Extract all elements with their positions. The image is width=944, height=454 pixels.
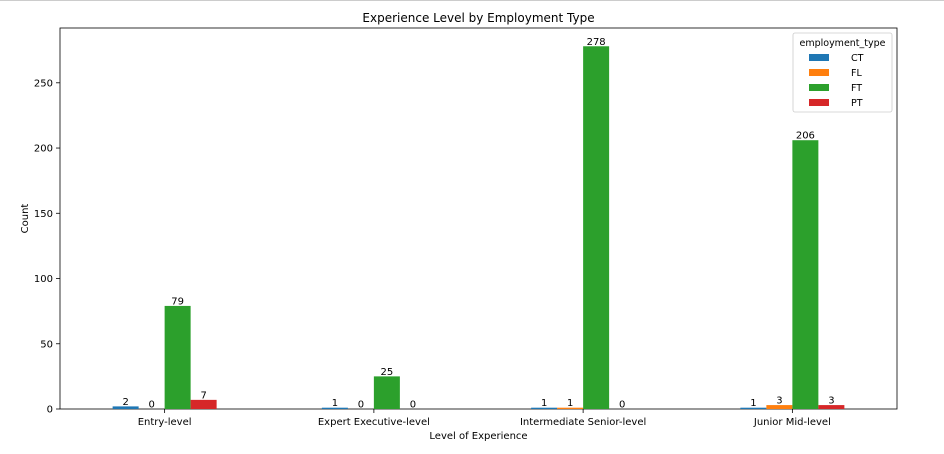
bar-ct xyxy=(112,406,139,409)
data-label: 1 xyxy=(750,398,756,409)
x-axis-label: Level of Experience xyxy=(429,431,527,442)
data-label: 1 xyxy=(567,398,573,409)
data-label: 25 xyxy=(381,367,394,378)
y-tick-label: 250 xyxy=(34,78,53,89)
bar-pt xyxy=(818,405,845,409)
data-label: 7 xyxy=(200,390,206,401)
y-tick-label: 150 xyxy=(34,209,53,220)
legend-swatch-ct xyxy=(809,54,829,61)
legend-swatch-ft xyxy=(809,84,829,91)
data-label: 2 xyxy=(122,397,128,408)
y-tick-label: 100 xyxy=(34,274,53,285)
legend-label-fl: FL xyxy=(851,68,862,79)
data-label: 0 xyxy=(619,400,625,411)
data-label: 206 xyxy=(796,131,815,142)
legend-swatch-fl xyxy=(809,69,829,76)
chart-title: Experience Level by Employment Type xyxy=(362,11,594,25)
data-label: 0 xyxy=(148,400,154,411)
bar-ft xyxy=(583,46,610,410)
bar-pt xyxy=(190,399,217,409)
x-tick-label: Junior Mid-level xyxy=(753,417,831,428)
legend: employment_type CT FL FT PT xyxy=(792,32,893,113)
data-label: 278 xyxy=(587,37,606,48)
data-label: 0 xyxy=(358,400,364,411)
bar-ct xyxy=(531,407,558,409)
data-label: 0 xyxy=(410,400,416,411)
bar-ft xyxy=(373,376,400,409)
legend-box xyxy=(792,32,893,113)
x-tick-label: Intermediate Senior-level xyxy=(520,417,646,428)
legend-label-ct: CT xyxy=(851,53,864,64)
bar-ct xyxy=(321,407,348,409)
y-tick-label: 200 xyxy=(34,144,53,155)
bar-ft xyxy=(792,140,819,409)
x-tick-label: Entry-level xyxy=(138,417,192,428)
data-label: 1 xyxy=(332,398,338,409)
bar-ft xyxy=(164,305,191,409)
data-label: 79 xyxy=(171,296,184,307)
legend-swatch-pt xyxy=(809,99,829,106)
bar-ct xyxy=(740,407,767,409)
legend-label-pt: PT xyxy=(851,98,863,109)
bar-fl xyxy=(766,405,793,409)
legend-label-ft: FT xyxy=(851,83,862,94)
data-label: 1 xyxy=(541,398,547,409)
data-label: 3 xyxy=(828,396,834,407)
plot-frame xyxy=(59,27,898,410)
legend-title: employment_type xyxy=(799,38,885,49)
data-label: 3 xyxy=(776,396,782,407)
bar-fl xyxy=(557,407,584,409)
x-tick-label: Expert Executive-level xyxy=(318,417,430,428)
y-axis-label: Count xyxy=(20,204,31,234)
y-tick-label: 0 xyxy=(47,405,53,416)
y-tick-label: 50 xyxy=(40,339,53,350)
